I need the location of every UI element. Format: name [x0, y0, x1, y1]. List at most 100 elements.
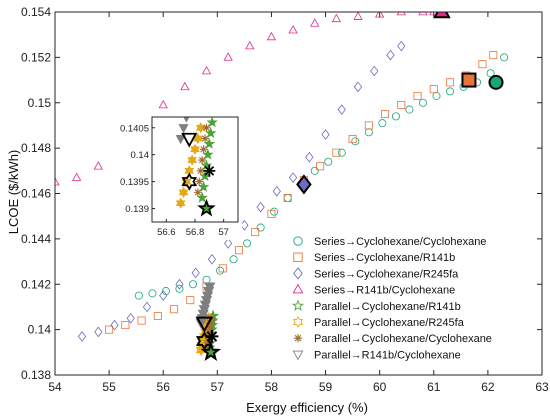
x-axis-label: Exergy efficiency (%) [246, 400, 368, 415]
legend-label: Series→Cyclohexane/R141b [314, 252, 455, 264]
inset-y-tick-label: 0.139 [125, 204, 149, 215]
data-point [55, 177, 60, 186]
y-axis-ticks: 0.138 0.14 0.142 0.144 0.146 0.148 0.15 0.152 0.… [21, 5, 542, 382]
highlight-point [205, 329, 219, 343]
inset-y-tick-label: 0.1405 [120, 123, 149, 134]
data-point [142, 301, 152, 313]
data-point [245, 40, 255, 50]
data-point [370, 65, 379, 77]
x-tick-label: 54 [48, 380, 62, 394]
data-point [126, 312, 135, 324]
data-point [205, 318, 215, 328]
inset-data-point [202, 148, 214, 160]
legend-item: Parallel→Cyclohexane/Cyclohexane [293, 333, 492, 345]
inset-data-point [202, 123, 211, 132]
data-point [159, 290, 168, 301]
legend-item: Series→Cyclohexane/R141b [293, 252, 455, 264]
data-point [218, 264, 227, 273]
y-tick-label: 0.144 [21, 232, 51, 246]
data-point [288, 172, 298, 183]
data-point [134, 291, 143, 300]
inset-data-point [178, 186, 189, 198]
x-tick-label: 56 [157, 380, 171, 394]
y-tick-label: 0.148 [21, 141, 51, 155]
inset-data-point [196, 166, 205, 175]
data-point [175, 278, 184, 290]
data-point [381, 110, 390, 119]
legend-item: Parallel→R141b/Cyclohexane [292, 349, 461, 361]
y-tick-label: 0.14 [28, 323, 52, 337]
data-point [153, 312, 162, 321]
data-point [337, 104, 346, 115]
highlight-group-6 [205, 329, 219, 343]
data-point [229, 255, 238, 264]
y-tick-label: 0.15 [28, 96, 52, 110]
data-point [191, 267, 200, 279]
inset-data-point [197, 181, 210, 192]
data-point [397, 101, 406, 110]
inset-plot: 56.6 56.8 57 0.139 0.1395 0.14 0.1405 [112, 113, 242, 240]
inset-y-tick-label: 0.1395 [120, 177, 149, 188]
data-point [324, 157, 333, 166]
data-point [348, 135, 357, 144]
inset-highlight-7 [181, 132, 198, 148]
data-point [351, 137, 360, 146]
series-2 [77, 40, 406, 342]
legend-marker-icon [293, 252, 303, 262]
legend-marker-icon [292, 350, 304, 361]
x-tick-label: 61 [427, 380, 441, 394]
x-tick-label: 60 [373, 380, 387, 394]
data-point [204, 282, 216, 293]
data-point [478, 60, 487, 69]
data-point [396, 12, 406, 16]
data-point [207, 253, 217, 265]
data-point [331, 13, 342, 23]
y-tick-label: 0.138 [21, 368, 51, 382]
series-0 [134, 53, 509, 300]
highlight-point [461, 72, 477, 88]
highlight-group-4 [200, 341, 222, 361]
data-point [500, 53, 509, 62]
legend-label: Series→Cyclohexane/R245fa [314, 268, 459, 280]
data-point [283, 194, 292, 203]
data-point [310, 166, 319, 175]
data-point [489, 51, 498, 60]
legend-marker-icon [291, 299, 305, 311]
inset-data-point [175, 197, 186, 209]
data-point [364, 121, 373, 130]
data-point [288, 24, 298, 34]
inset-series-6 [193, 123, 211, 197]
inset-series-7 [175, 117, 190, 145]
inset-highlight-6 [203, 164, 216, 177]
data-point [256, 223, 265, 232]
legend-marker-icon [293, 267, 303, 280]
inset-highlight-5 [181, 172, 198, 191]
highlight-point [488, 74, 504, 90]
inset-data-point [195, 122, 206, 134]
inset-data-point [203, 137, 215, 149]
data-point [386, 49, 395, 61]
data-point [375, 12, 385, 18]
legend-label: Parallel→Cyclohexane/R245fa [314, 317, 465, 329]
data-point [413, 91, 422, 100]
data-point [186, 296, 195, 305]
data-point [391, 112, 400, 121]
data-point [446, 87, 455, 96]
inset-highlight-point [181, 172, 198, 191]
highlight-group-0 [488, 74, 504, 90]
legend-label: Parallel→Cyclohexane/Cyclohexane [314, 333, 492, 345]
data-point [266, 31, 277, 41]
y-tick-label: 0.146 [21, 187, 51, 201]
legend-item: Series→R141b/Cyclohexane [292, 283, 455, 297]
data-point [201, 65, 212, 75]
x-tick-label: 63 [535, 380, 549, 394]
data-point [72, 172, 82, 181]
data-point [93, 161, 103, 170]
data-point [397, 40, 406, 52]
data-point [418, 12, 428, 16]
data-point [353, 81, 363, 93]
data-point [234, 246, 243, 255]
legend-item: Parallel→Cyclohexane/R141b [291, 299, 461, 313]
